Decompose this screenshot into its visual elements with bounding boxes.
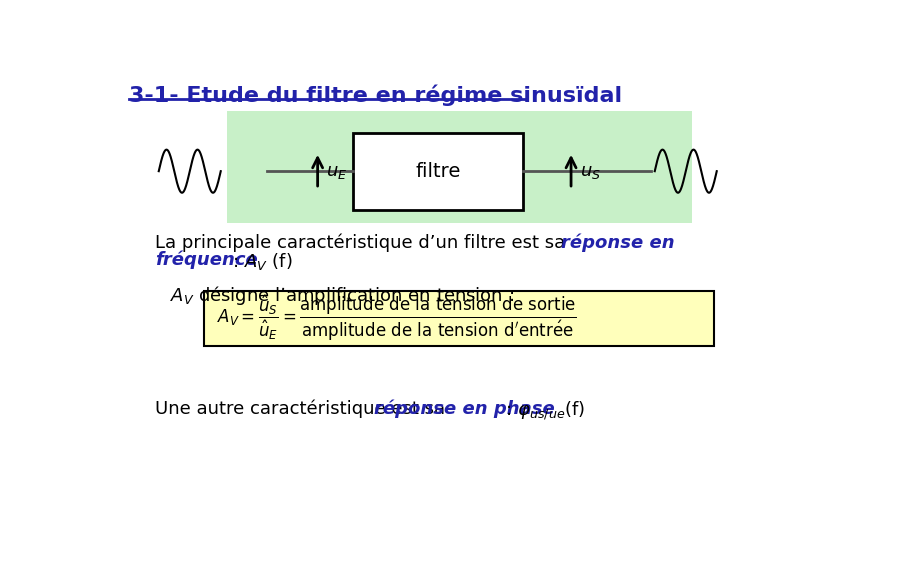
Bar xyxy=(353,132,523,210)
Text: $u_E$: $u_E$ xyxy=(326,163,348,181)
Text: réponse en: réponse en xyxy=(561,234,674,252)
Text: réponse en phase: réponse en phase xyxy=(374,400,555,418)
Text: La principale caractéristique d’un filtre est sa: La principale caractéristique d’un filtr… xyxy=(154,234,571,252)
Text: $A_V = \dfrac{\hat{u}_S}{\hat{u}_E} = \dfrac{\rm amplitude\ de\ la\ tension\ de\: $A_V = \dfrac{\hat{u}_S}{\hat{u}_E} = \d… xyxy=(217,294,577,343)
Text: $A_V$ désigne l’amplification en tension :: $A_V$ désigne l’amplification en tension… xyxy=(171,284,515,308)
Text: : $\varphi_{us/ue}$(f): : $\varphi_{us/ue}$(f) xyxy=(500,400,585,423)
Text: Une autre caractéristique est sa: Une autre caractéristique est sa xyxy=(154,400,451,418)
Text: : $A_V$ (f): : $A_V$ (f) xyxy=(227,250,293,271)
Text: fréquence: fréquence xyxy=(154,250,258,269)
Text: 3-1- Etude du filtre en régime sinusïdal: 3-1- Etude du filtre en régime sinusïdal xyxy=(129,84,622,105)
Text: $u_S$: $u_S$ xyxy=(579,163,601,181)
Text: filtre: filtre xyxy=(415,162,461,180)
Bar xyxy=(227,111,692,223)
Bar xyxy=(204,291,714,346)
